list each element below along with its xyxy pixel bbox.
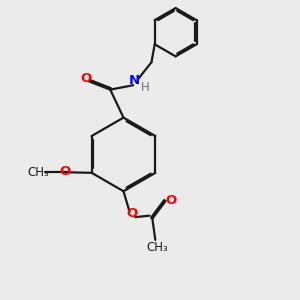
- Text: CH₃: CH₃: [147, 241, 169, 254]
- Text: H: H: [141, 81, 150, 94]
- Text: N: N: [129, 74, 140, 87]
- Text: O: O: [165, 194, 176, 207]
- Text: O: O: [59, 165, 71, 178]
- Text: O: O: [80, 72, 91, 85]
- Text: O: O: [127, 207, 138, 220]
- Text: CH₃: CH₃: [27, 166, 49, 179]
